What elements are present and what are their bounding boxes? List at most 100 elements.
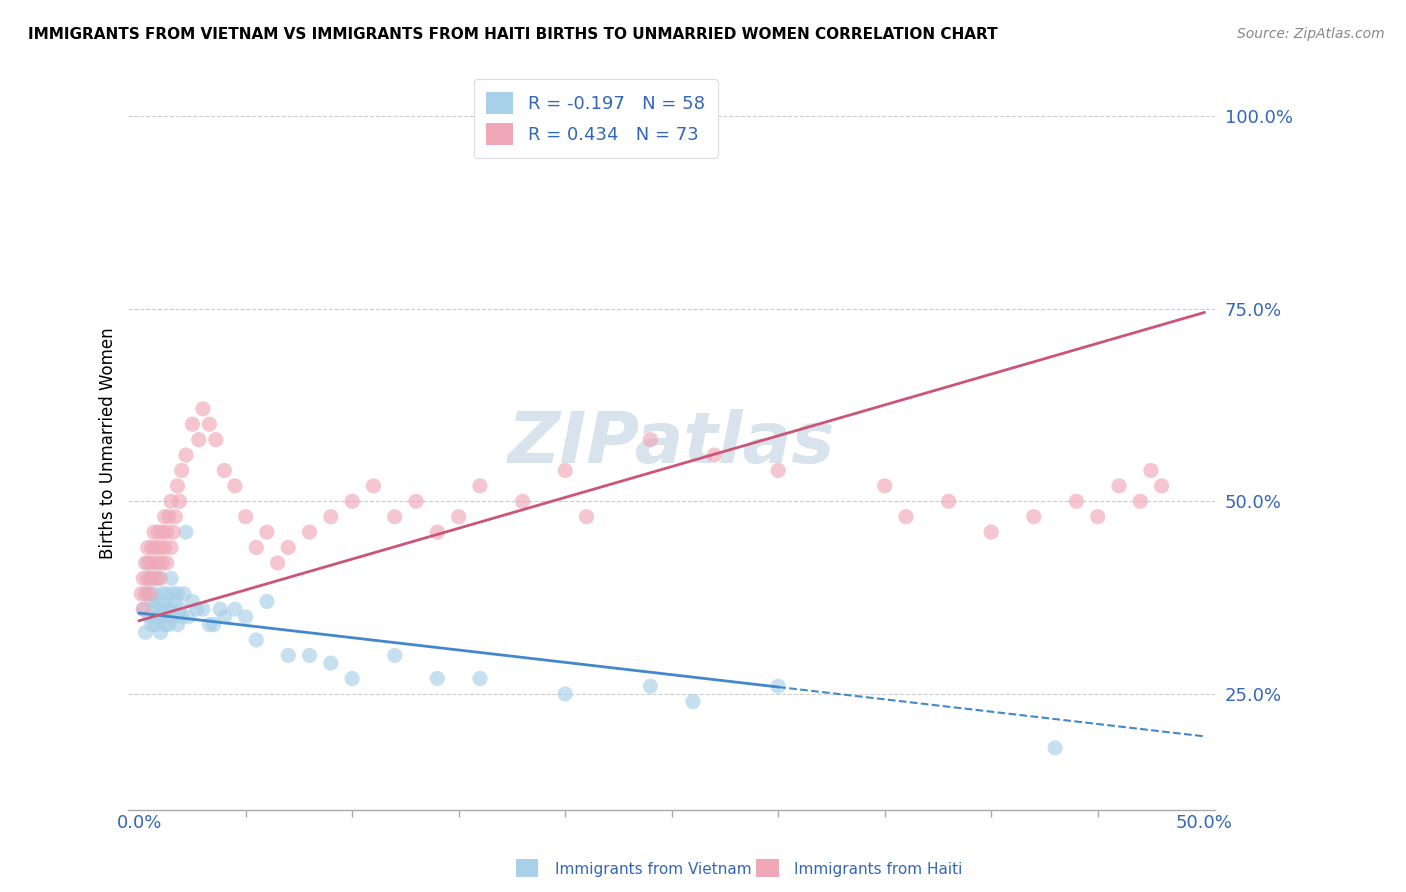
Point [319,656,342,670]
Point [363,479,385,493]
Point [340,672,363,686]
Point [384,509,406,524]
Point [162,587,184,601]
Point [141,594,163,608]
Point [156,556,179,570]
Point [152,587,174,601]
Point [298,648,321,663]
Point [166,479,188,493]
Point [162,610,184,624]
Point [766,679,789,693]
Point [160,494,183,508]
Point [166,587,188,601]
Point [132,571,155,585]
Point [166,617,188,632]
Point [132,602,155,616]
Point [156,525,179,540]
Point [1140,463,1163,477]
Point [177,610,200,624]
Point [139,587,162,601]
Point [682,695,704,709]
Point [256,594,278,608]
Point [153,594,176,608]
Point [143,556,166,570]
Y-axis label: Births to Unmarried Women: Births to Unmarried Women [100,327,117,559]
Point [145,617,167,632]
Point [157,617,180,632]
Point [143,525,166,540]
Point [214,463,236,477]
Point [165,509,187,524]
Text: ZIPatlas: ZIPatlas [508,409,835,478]
Point [319,509,342,524]
Point [169,494,191,508]
Point [141,617,163,632]
Point [703,448,725,462]
Point [191,602,214,616]
Point [204,433,226,447]
Point [170,463,193,477]
Point [1150,479,1173,493]
Point [554,463,576,477]
Point [134,587,156,601]
Point [174,448,197,462]
Point [468,672,491,686]
Point [1087,509,1109,524]
Point [575,509,598,524]
Point [340,494,363,508]
Point [277,648,299,663]
Point [173,587,195,601]
Point [139,571,162,585]
Point [165,594,187,608]
Point [980,525,1002,540]
Point [181,594,204,608]
Point [136,571,159,585]
Point [640,679,662,693]
Point [405,494,427,508]
Point [186,602,208,616]
Point [1043,740,1066,755]
Point [162,525,184,540]
Point [156,587,179,601]
Point [132,602,155,616]
Point [447,509,470,524]
Point [149,571,172,585]
Point [148,610,170,624]
Point [145,571,167,585]
Point [139,610,162,624]
Point [245,632,267,647]
Point [136,541,159,555]
Point [468,479,491,493]
Point [235,509,257,524]
Point [149,602,172,616]
Point [235,610,257,624]
Point [136,587,159,601]
Point [224,479,246,493]
Point [214,610,236,624]
Point [134,556,156,570]
Point [143,602,166,616]
Point [169,602,191,616]
Point [512,494,534,508]
Point [873,479,896,493]
Point [426,672,449,686]
Point [298,525,321,540]
Point [170,610,193,624]
Point [152,556,174,570]
Point [181,417,204,432]
Point [198,417,221,432]
Point [143,587,166,601]
Point [187,433,209,447]
Point [141,571,163,585]
Point [149,625,172,640]
Point [894,509,917,524]
Point [277,541,299,555]
Text: Immigrants from Vietnam: Immigrants from Vietnam [555,863,752,877]
Point [148,571,170,585]
Text: Source: ZipAtlas.com: Source: ZipAtlas.com [1237,27,1385,41]
Point [202,617,225,632]
Point [148,525,170,540]
Point [139,556,162,570]
Point [1108,479,1130,493]
Point [134,625,156,640]
